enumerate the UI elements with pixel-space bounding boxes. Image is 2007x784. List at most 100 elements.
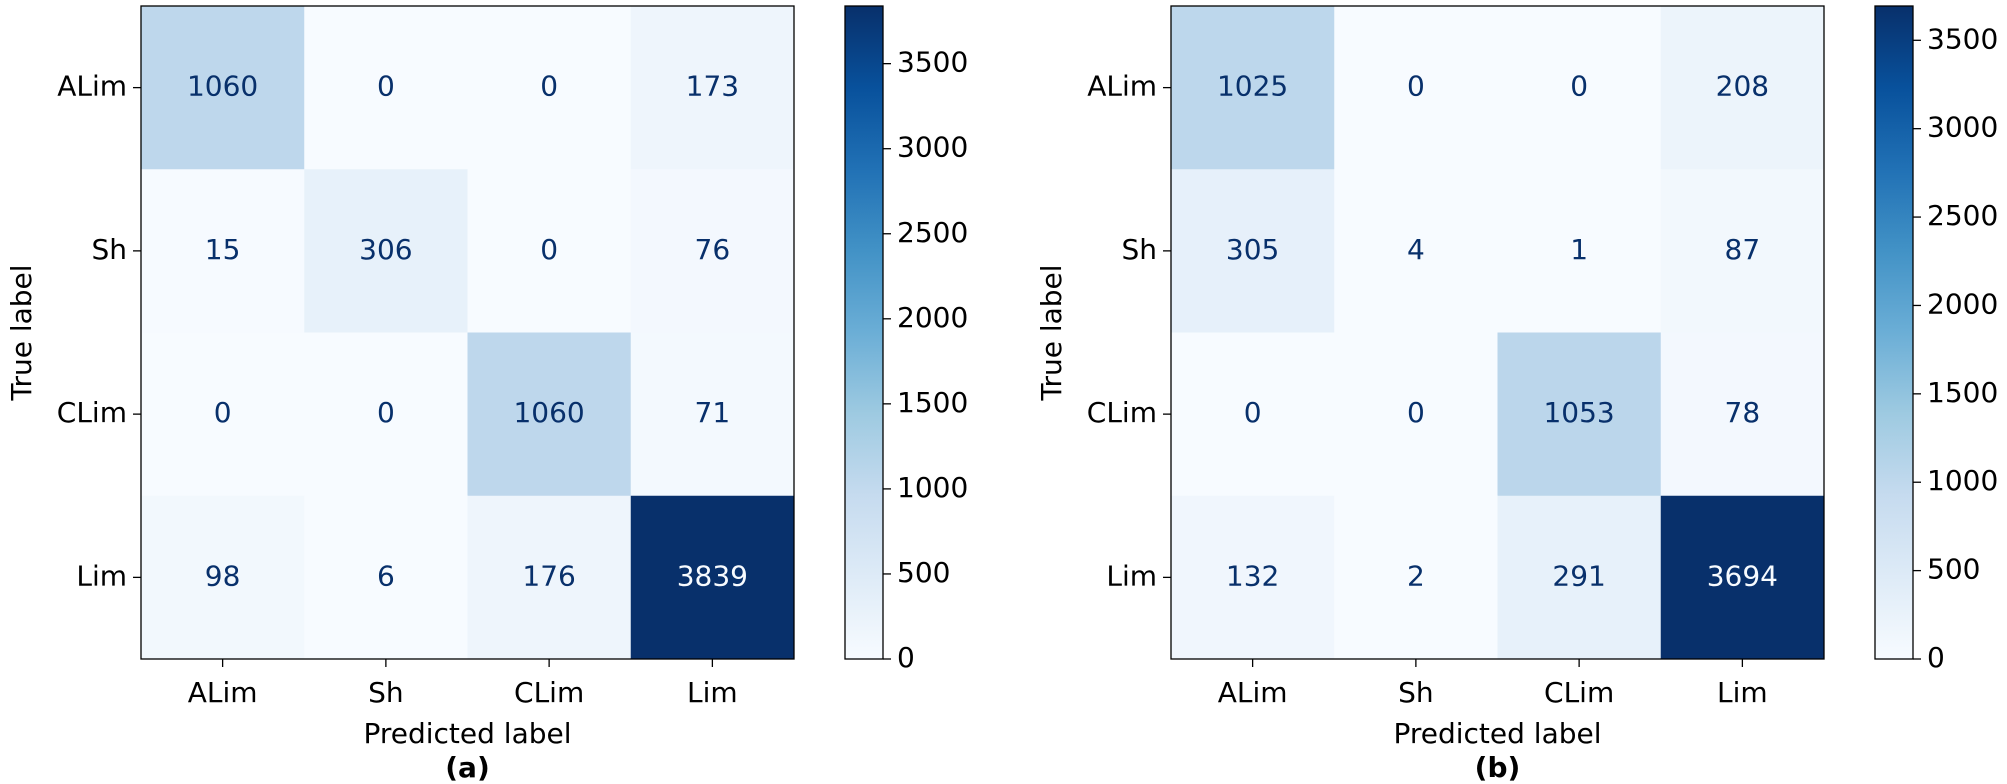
cell-label: 1025 — [1217, 70, 1288, 103]
x-axis-label: Predicted label — [1393, 717, 1601, 750]
y-tick-label: CLim — [1087, 396, 1157, 429]
cell-label: 0 — [214, 396, 232, 429]
cell-label: 0 — [1570, 70, 1588, 103]
cell-label: 176 — [522, 559, 575, 592]
cell-label: 1060 — [513, 396, 584, 429]
colorbar — [1874, 5, 1914, 660]
heatmap-cell — [1660, 495, 1825, 660]
cell-label: 0 — [1244, 396, 1262, 429]
caption: (a) — [445, 751, 490, 784]
heatmap-cell — [1171, 332, 1335, 497]
x-tick-label: CLim — [1544, 676, 1614, 709]
colorbar-tick-label: 3000 — [897, 131, 968, 164]
heatmap-cell — [304, 169, 468, 333]
cell-label: 1 — [1570, 233, 1588, 266]
colorbar-tick-label: 1500 — [1927, 376, 1998, 409]
colorbar-tick-label: 3500 — [1927, 22, 1998, 55]
y-axis-label: True label — [5, 264, 38, 401]
cell-label: 0 — [540, 70, 558, 103]
x-tick-label: Lim — [1717, 676, 1768, 709]
cell-label: 78 — [1725, 396, 1761, 429]
heatmap-cell — [630, 169, 795, 333]
heatmap-cell — [467, 332, 632, 497]
x-tick-label: Lim — [687, 676, 738, 709]
y-tick-label: ALim — [1087, 70, 1157, 103]
heatmap-cell — [1497, 332, 1662, 497]
cell-label: 306 — [359, 233, 412, 266]
cell-label: 76 — [695, 233, 731, 266]
heatmap-cell — [1660, 6, 1825, 170]
cell-label: 3839 — [677, 559, 748, 592]
heatmap-cell — [630, 332, 795, 497]
heatmap-cell — [304, 495, 468, 660]
cell-label: 1060 — [187, 70, 258, 103]
heatmap-cell — [1334, 495, 1498, 660]
colorbar-tick-label: 0 — [897, 641, 915, 674]
heatmap-cell — [1171, 169, 1335, 333]
heatmap-cell — [1497, 169, 1662, 333]
heatmap-cell — [1660, 169, 1825, 333]
x-tick-label: Sh — [368, 676, 404, 709]
y-tick-label: Lim — [1106, 559, 1157, 592]
x-tick-label: CLim — [514, 676, 584, 709]
heatmap-cell — [1334, 169, 1498, 333]
cell-label: 3694 — [1707, 559, 1778, 592]
heatmap-cell — [1334, 6, 1498, 170]
heatmap-cell — [630, 6, 795, 170]
heatmap-cell — [1171, 6, 1335, 170]
x-tick-label: ALim — [188, 676, 258, 709]
heatmap-cell — [1660, 332, 1825, 497]
x-tick-label: ALim — [1218, 676, 1288, 709]
cell-label: 0 — [377, 70, 395, 103]
colorbar-tick-label: 2000 — [1927, 287, 1998, 320]
cell-label: 0 — [540, 233, 558, 266]
heatmap-cell — [467, 6, 632, 170]
colorbar-tick-label: 500 — [1927, 553, 1980, 586]
heatmap-cell — [1334, 332, 1498, 497]
heatmap-cell — [1497, 6, 1662, 170]
heatmap-cell — [304, 332, 468, 497]
cell-label: 15 — [205, 233, 241, 266]
y-tick-label: Lim — [76, 559, 127, 592]
heatmap-cell — [467, 169, 632, 333]
cell-label: 6 — [377, 559, 395, 592]
colorbar-tick-label: 3000 — [1927, 111, 1998, 144]
x-tick-label: Sh — [1398, 676, 1434, 709]
heatmap-cell — [141, 332, 305, 497]
colorbar-tick-label: 2500 — [1927, 199, 1998, 232]
heatmap-cell — [630, 495, 795, 660]
heatmap-cell — [141, 495, 305, 660]
axes-frame — [140, 5, 795, 660]
colorbar-tick-label: 1500 — [897, 386, 968, 419]
cell-label: 305 — [1226, 233, 1279, 266]
colorbar-tick-label: 500 — [897, 556, 950, 589]
cell-label: 1053 — [1543, 396, 1614, 429]
x-axis-label: Predicted label — [363, 717, 571, 750]
caption: (b) — [1475, 751, 1521, 784]
y-tick-label: Sh — [1121, 233, 1157, 266]
cell-label: 208 — [1716, 70, 1769, 103]
cell-label: 291 — [1552, 559, 1605, 592]
y-tick-label: ALim — [57, 70, 127, 103]
colorbar-tick-label: 1000 — [1927, 464, 1998, 497]
cell-label: 4 — [1407, 233, 1425, 266]
cell-label: 0 — [1407, 396, 1425, 429]
cell-label: 173 — [686, 70, 739, 103]
heatmap-cell — [1171, 495, 1335, 660]
heatmap-cell — [304, 6, 468, 170]
colorbar-tick-label: 2000 — [897, 301, 968, 334]
colorbar-tick-label: 3500 — [897, 46, 968, 79]
heatmap-cell — [1497, 495, 1662, 660]
colorbar — [844, 5, 884, 660]
heatmap-cell — [141, 6, 305, 170]
colorbar-tick-label: 2500 — [897, 216, 968, 249]
cell-label: 87 — [1725, 233, 1761, 266]
cell-label: 0 — [1407, 70, 1425, 103]
heatmap-cell — [141, 169, 305, 333]
cell-label: 0 — [377, 396, 395, 429]
y-tick-label: Sh — [91, 233, 127, 266]
colorbar-tick-label: 1000 — [897, 471, 968, 504]
cell-label: 2 — [1407, 559, 1425, 592]
cell-label: 98 — [205, 559, 241, 592]
